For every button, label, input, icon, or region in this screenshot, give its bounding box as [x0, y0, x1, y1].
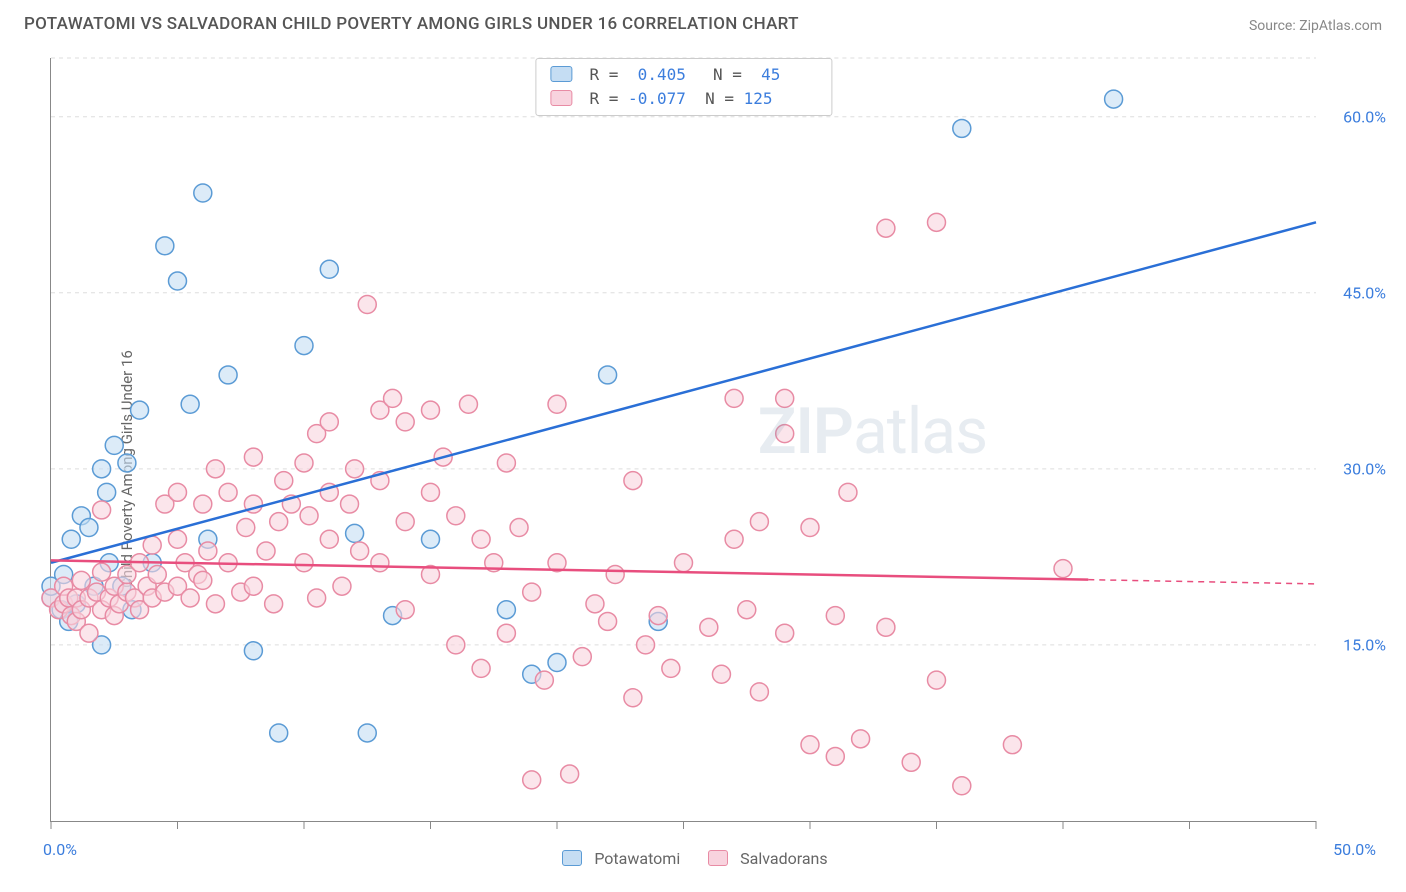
- chart-source: Source: ZipAtlas.com: [1249, 18, 1382, 34]
- r-value-potawatomi: 0.405: [638, 63, 694, 87]
- n-value-potawatomi: 45: [761, 63, 817, 87]
- legend-row-salvadorans: R = -0.077 N = 125: [550, 87, 817, 111]
- y-tick-label: 60.0%: [1343, 107, 1386, 126]
- x-tick-label: 50.0%: [1333, 840, 1376, 859]
- y-tick-label: 15.0%: [1343, 635, 1386, 654]
- swatch-potawatomi-bottom: [562, 850, 582, 866]
- swatch-salvadorans: [550, 90, 572, 106]
- chart-wrapper: Child Poverty Among Girls Under 16 R = 0…: [0, 46, 1406, 892]
- scatter-plot-svg: [51, 58, 1316, 821]
- legend-label-salvadorans: Salvadorans: [740, 849, 827, 868]
- bottom-legend: Potawatomi Salvadorans: [50, 849, 1316, 868]
- y-tick-label: 30.0%: [1343, 459, 1386, 478]
- n-value-salvadorans: 125: [744, 87, 800, 111]
- swatch-salvadorans-bottom: [708, 850, 728, 866]
- legend-row-potawatomi: R = 0.405 N = 45: [550, 63, 817, 87]
- swatch-potawatomi: [550, 66, 572, 82]
- chart-title: POTAWATOMI VS SALVADORAN CHILD POVERTY A…: [24, 14, 799, 34]
- r-value-salvadorans: -0.077: [628, 87, 686, 111]
- y-tick-label: 45.0%: [1343, 283, 1386, 302]
- plot-area: R = 0.405 N = 45 R = -0.077 N = 125 ZIPa…: [50, 58, 1316, 822]
- correlation-legend: R = 0.405 N = 45 R = -0.077 N = 125: [535, 58, 832, 116]
- legend-label-potawatomi: Potawatomi: [594, 849, 680, 868]
